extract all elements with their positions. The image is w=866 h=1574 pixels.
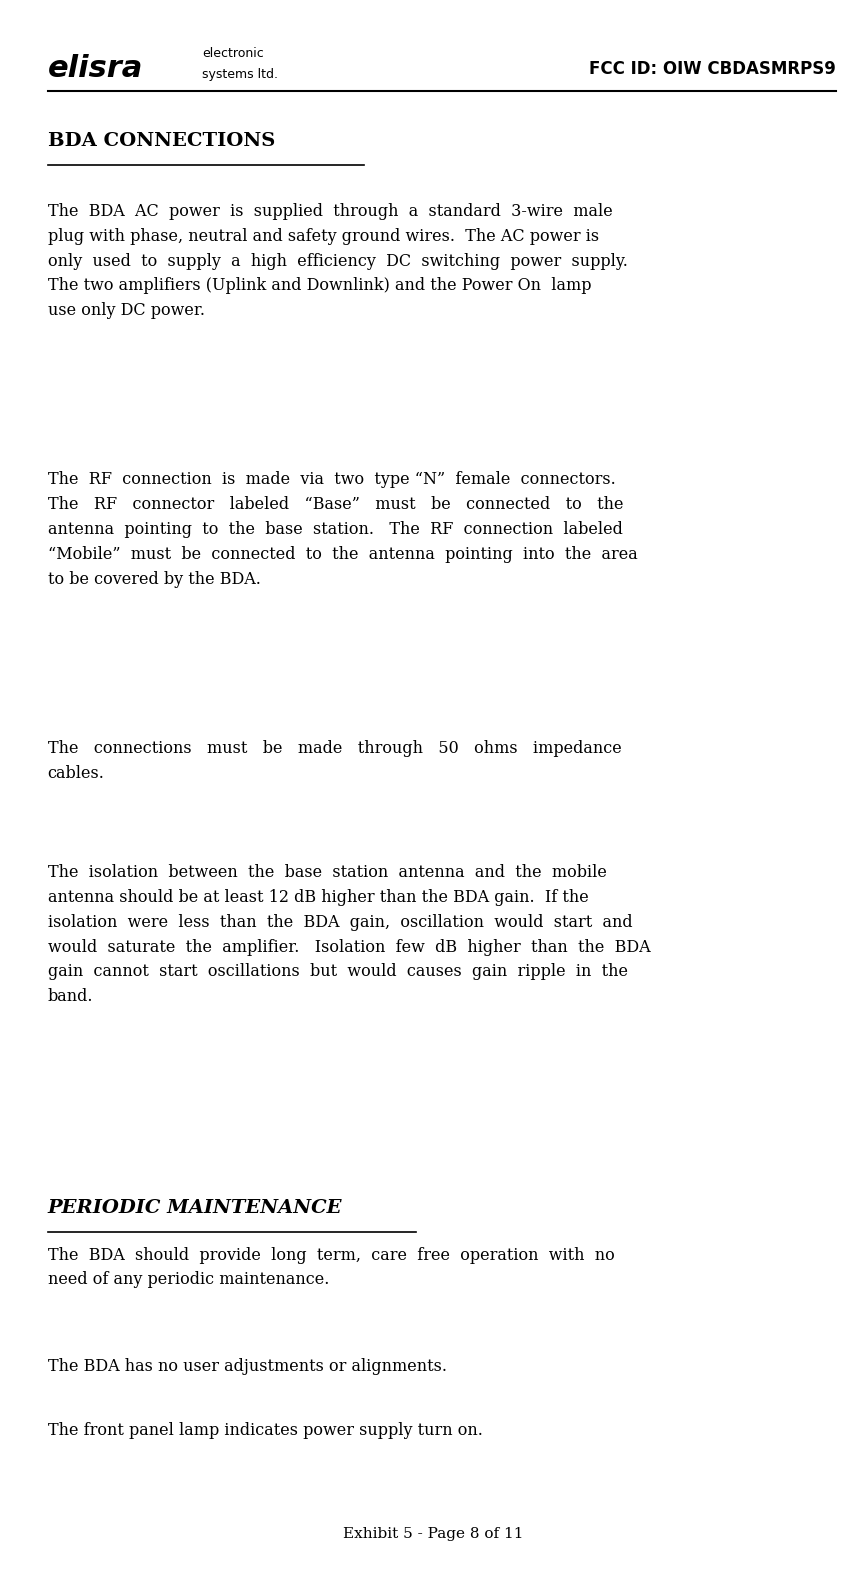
Text: The  BDA  AC  power  is  supplied  through  a  standard  3-wire  male
plug with : The BDA AC power is supplied through a s… xyxy=(48,203,628,320)
Text: BDA CONNECTIONS: BDA CONNECTIONS xyxy=(48,132,275,150)
Text: The  RF  connection  is  made  via  two  type “N”  female  connectors.
The   RF : The RF connection is made via two type “… xyxy=(48,472,637,587)
Text: elisra: elisra xyxy=(48,54,143,82)
Text: FCC ID: OIW CBDASMRPS9: FCC ID: OIW CBDASMRPS9 xyxy=(589,60,836,77)
Text: PERIODIC MAINTENANCE: PERIODIC MAINTENANCE xyxy=(48,1199,342,1217)
Text: Exhibit 5 - Page 8 of 11: Exhibit 5 - Page 8 of 11 xyxy=(343,1527,523,1541)
Text: electronic: electronic xyxy=(202,47,263,60)
Text: The BDA has no user adjustments or alignments.: The BDA has no user adjustments or align… xyxy=(48,1358,447,1376)
Text: The   connections   must   be   made   through   50   ohms   impedance
cables.: The connections must be made through 50 … xyxy=(48,740,622,782)
Text: systems ltd.: systems ltd. xyxy=(202,68,278,80)
Text: The  BDA  should  provide  long  term,  care  free  operation  with  no
need of : The BDA should provide long term, care f… xyxy=(48,1247,614,1289)
Text: The front panel lamp indicates power supply turn on.: The front panel lamp indicates power sup… xyxy=(48,1423,482,1439)
Text: The  isolation  between  the  base  station  antenna  and  the  mobile
antenna s: The isolation between the base station a… xyxy=(48,864,650,1006)
